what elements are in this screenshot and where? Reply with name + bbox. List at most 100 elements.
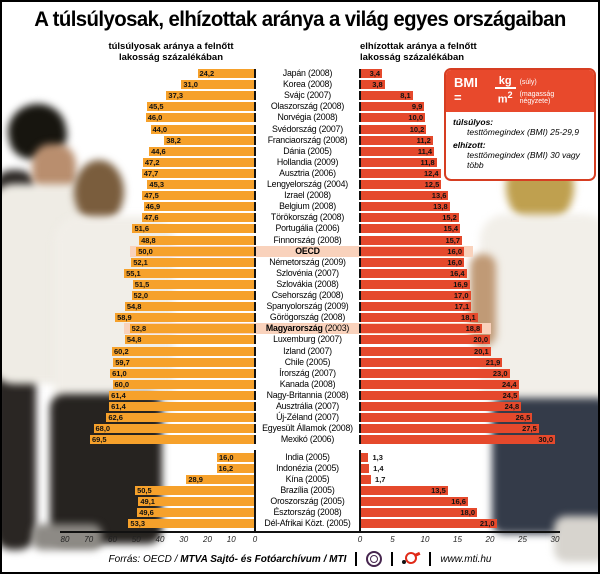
row-tick-right xyxy=(359,424,361,434)
obese-bar xyxy=(360,357,503,367)
obese-bar xyxy=(360,313,478,323)
obese-bar xyxy=(360,69,383,78)
left-axis-tick-label: 10 xyxy=(226,535,236,544)
row-tick-right xyxy=(359,102,361,112)
row-tick-right xyxy=(359,113,361,123)
obese-value-label: 1,3 xyxy=(372,452,383,462)
country-label: Szlovénia (2007) xyxy=(276,267,339,278)
bmi-fraction: kg (súly) m2 (magasság négyzete) xyxy=(494,75,586,106)
row-tick-right xyxy=(359,213,361,223)
bmi-formula-prefix: BMI = xyxy=(454,75,478,106)
row-tick-right xyxy=(359,224,361,234)
overweight-value-label: 52,8 xyxy=(131,324,147,334)
obese-value-label: 11,8 xyxy=(420,157,435,167)
overweight-value-label: 59,7 xyxy=(115,357,130,367)
row-tick-left xyxy=(254,246,256,256)
obese-bar xyxy=(360,291,471,300)
overweight-bar xyxy=(132,224,255,234)
country-label: Chile (2005) xyxy=(284,356,331,367)
overweight-definition: testtömegindex (BMI) 25-29,9 xyxy=(467,126,579,137)
right-axis-tick-label: 15 xyxy=(453,535,462,544)
row-tick-left xyxy=(254,379,256,389)
overweight-value-label: 48,8 xyxy=(141,235,156,245)
obese-value-label: 24,4 xyxy=(501,379,517,389)
obese-bar xyxy=(360,102,425,112)
overweight-value-label: 52,1 xyxy=(133,257,148,267)
overweight-value-label: 24,2 xyxy=(199,69,215,78)
overweight-value-label: 60,0 xyxy=(114,379,130,389)
overweight-value-label: 46,0 xyxy=(147,113,163,123)
row-tick-right xyxy=(359,191,361,201)
overweight-value-label: 51,6 xyxy=(134,224,150,234)
footer-divider xyxy=(391,552,394,566)
x-axis-line xyxy=(60,531,560,533)
country-label: Egyesült Államok (2008) xyxy=(262,423,353,434)
overweight-bar xyxy=(136,246,255,256)
country-label: Japán (2008) xyxy=(282,68,333,78)
overweight-bar xyxy=(132,279,255,289)
overweight-bar xyxy=(149,146,255,156)
country-label: Új-Zéland (2007) xyxy=(276,412,339,423)
obese-value-label: 13,6 xyxy=(431,191,447,201)
country-label: Ausztrália (2007) xyxy=(275,401,340,411)
overweight-value-label: 16,0 xyxy=(219,452,234,462)
row-tick-right xyxy=(359,268,361,278)
country-label: Svájc (2007) xyxy=(284,90,331,101)
row-tick-right xyxy=(359,357,361,367)
row-tick-right xyxy=(359,246,361,256)
obese-value-label: 3,8 xyxy=(372,80,383,90)
obese-bar xyxy=(360,379,519,389)
obese-value-label: 20,0 xyxy=(473,335,488,345)
country-label: Oroszország (2005) xyxy=(270,495,345,506)
obese-value-label: 11,2 xyxy=(416,135,431,145)
row-tick-right xyxy=(359,302,361,312)
country-label: Izrael (2008) xyxy=(284,190,331,201)
obese-value-label: 1,4 xyxy=(373,463,384,473)
right-axis-tick-label: 10 xyxy=(420,535,430,544)
overweight-bar xyxy=(89,435,255,445)
row-tick-right xyxy=(359,291,361,300)
overweight-bar xyxy=(216,463,255,473)
overweight-value-label: 50,0 xyxy=(138,246,153,256)
overweight-bar xyxy=(150,124,255,134)
obese-value-label: 20,1 xyxy=(474,346,489,356)
obese-bar xyxy=(360,519,497,529)
obese-term: elhízott: xyxy=(453,139,486,150)
obese-bar xyxy=(360,335,490,345)
country-label: Izland (2007) xyxy=(283,345,332,356)
left-axis-tick-label: 50 xyxy=(131,535,141,544)
mti-logo-icon xyxy=(402,550,421,567)
overweight-value-label: 51,5 xyxy=(134,279,150,289)
obese-bar xyxy=(360,485,448,495)
obese-value-label: 16,4 xyxy=(449,268,465,278)
overweight-bar xyxy=(112,346,255,356)
country-label: Portugália (2006) xyxy=(275,223,340,234)
country-label: Finnország (2008) xyxy=(273,234,342,245)
overweight-bar xyxy=(138,496,255,506)
overweight-bar xyxy=(131,291,255,300)
row-tick-right xyxy=(359,279,361,289)
right-axis-tick-label: 5 xyxy=(390,535,395,544)
obese-value-label: 1,7 xyxy=(375,474,386,484)
row-tick-right xyxy=(359,180,361,189)
overweight-bar xyxy=(135,485,255,495)
row-tick-left xyxy=(254,157,256,167)
photo-left-shoe xyxy=(32,524,102,550)
overweight-value-label: 50,5 xyxy=(137,485,152,495)
row-tick-right xyxy=(359,146,361,156)
overweight-bar xyxy=(217,452,255,462)
country-label: Brazília (2005) xyxy=(280,484,335,495)
obese-value-label: 8,1 xyxy=(400,91,411,101)
country-label: Csehország (2008) xyxy=(271,290,344,300)
left-axis-tick-label: 60 xyxy=(108,535,117,544)
country-label: Németország (2009) xyxy=(269,256,346,267)
overweight-value-label: 52,0 xyxy=(133,291,149,300)
row-tick-left xyxy=(254,202,256,212)
row-tick-left xyxy=(254,191,256,201)
row-tick-right xyxy=(359,157,361,167)
row-tick-left xyxy=(254,91,256,101)
country-label: Korea (2008) xyxy=(283,79,332,90)
country-label: Kína (2005) xyxy=(285,473,330,484)
overweight-bar xyxy=(131,257,255,267)
obese-bar xyxy=(360,191,449,201)
